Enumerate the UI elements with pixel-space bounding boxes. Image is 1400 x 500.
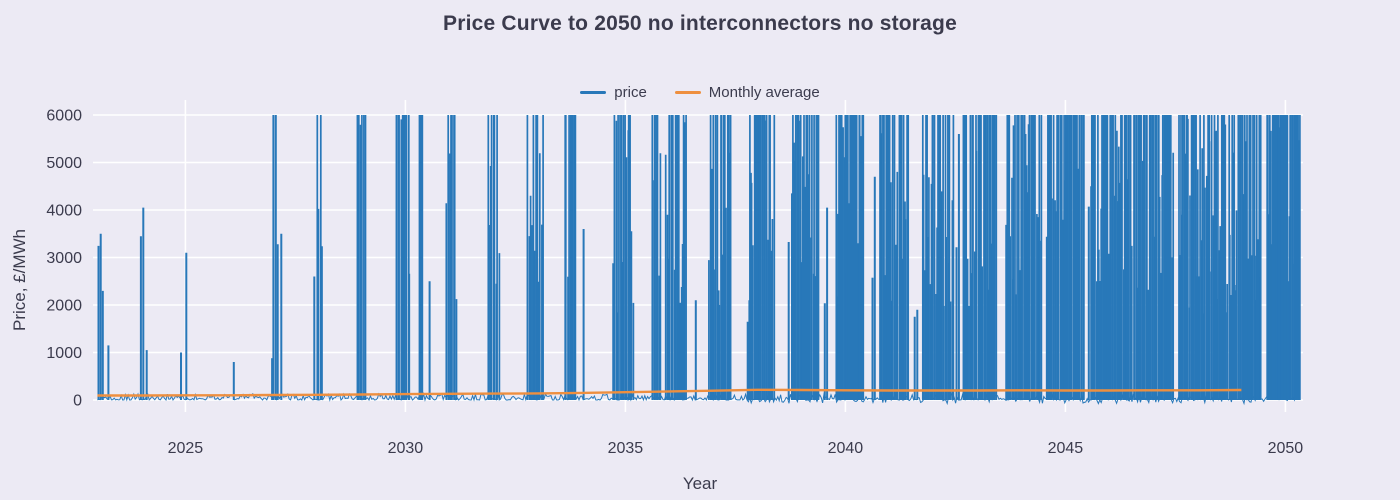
chart-legend: price Monthly average — [0, 84, 1400, 101]
y-tick-label: 3000 — [46, 250, 82, 267]
price-line-swatch-icon — [580, 91, 607, 94]
y-axis-label: Price, £/MWh — [10, 228, 29, 331]
legend-label-price: price — [614, 84, 647, 101]
y-tick-label: 1000 — [46, 345, 82, 362]
x-axis-label: Year — [682, 474, 718, 493]
y-tick-label: 2000 — [46, 298, 82, 315]
legend-item-price[interactable]: price — [580, 84, 647, 101]
x-tick-label: 2030 — [388, 440, 424, 457]
y-tick-label: 0 — [73, 393, 82, 410]
y-tick-label: 5000 — [46, 155, 82, 172]
y-tick-label: 6000 — [46, 108, 82, 125]
chart-title: Price Curve to 2050 no interconnectors n… — [443, 12, 957, 35]
x-tick-label: 2025 — [168, 440, 204, 457]
legend-item-monthly-average[interactable]: Monthly average — [674, 84, 820, 101]
x-tick-label: 2040 — [828, 440, 864, 457]
x-tick-label: 2045 — [1048, 440, 1084, 457]
x-tick-label: 2035 — [608, 440, 644, 457]
x-tick-label: 2050 — [1268, 440, 1304, 457]
legend-label-monthly-average: Monthly average — [708, 84, 820, 101]
y-tick-label: 4000 — [46, 203, 82, 220]
monthly-average-line-swatch-icon — [674, 91, 701, 94]
